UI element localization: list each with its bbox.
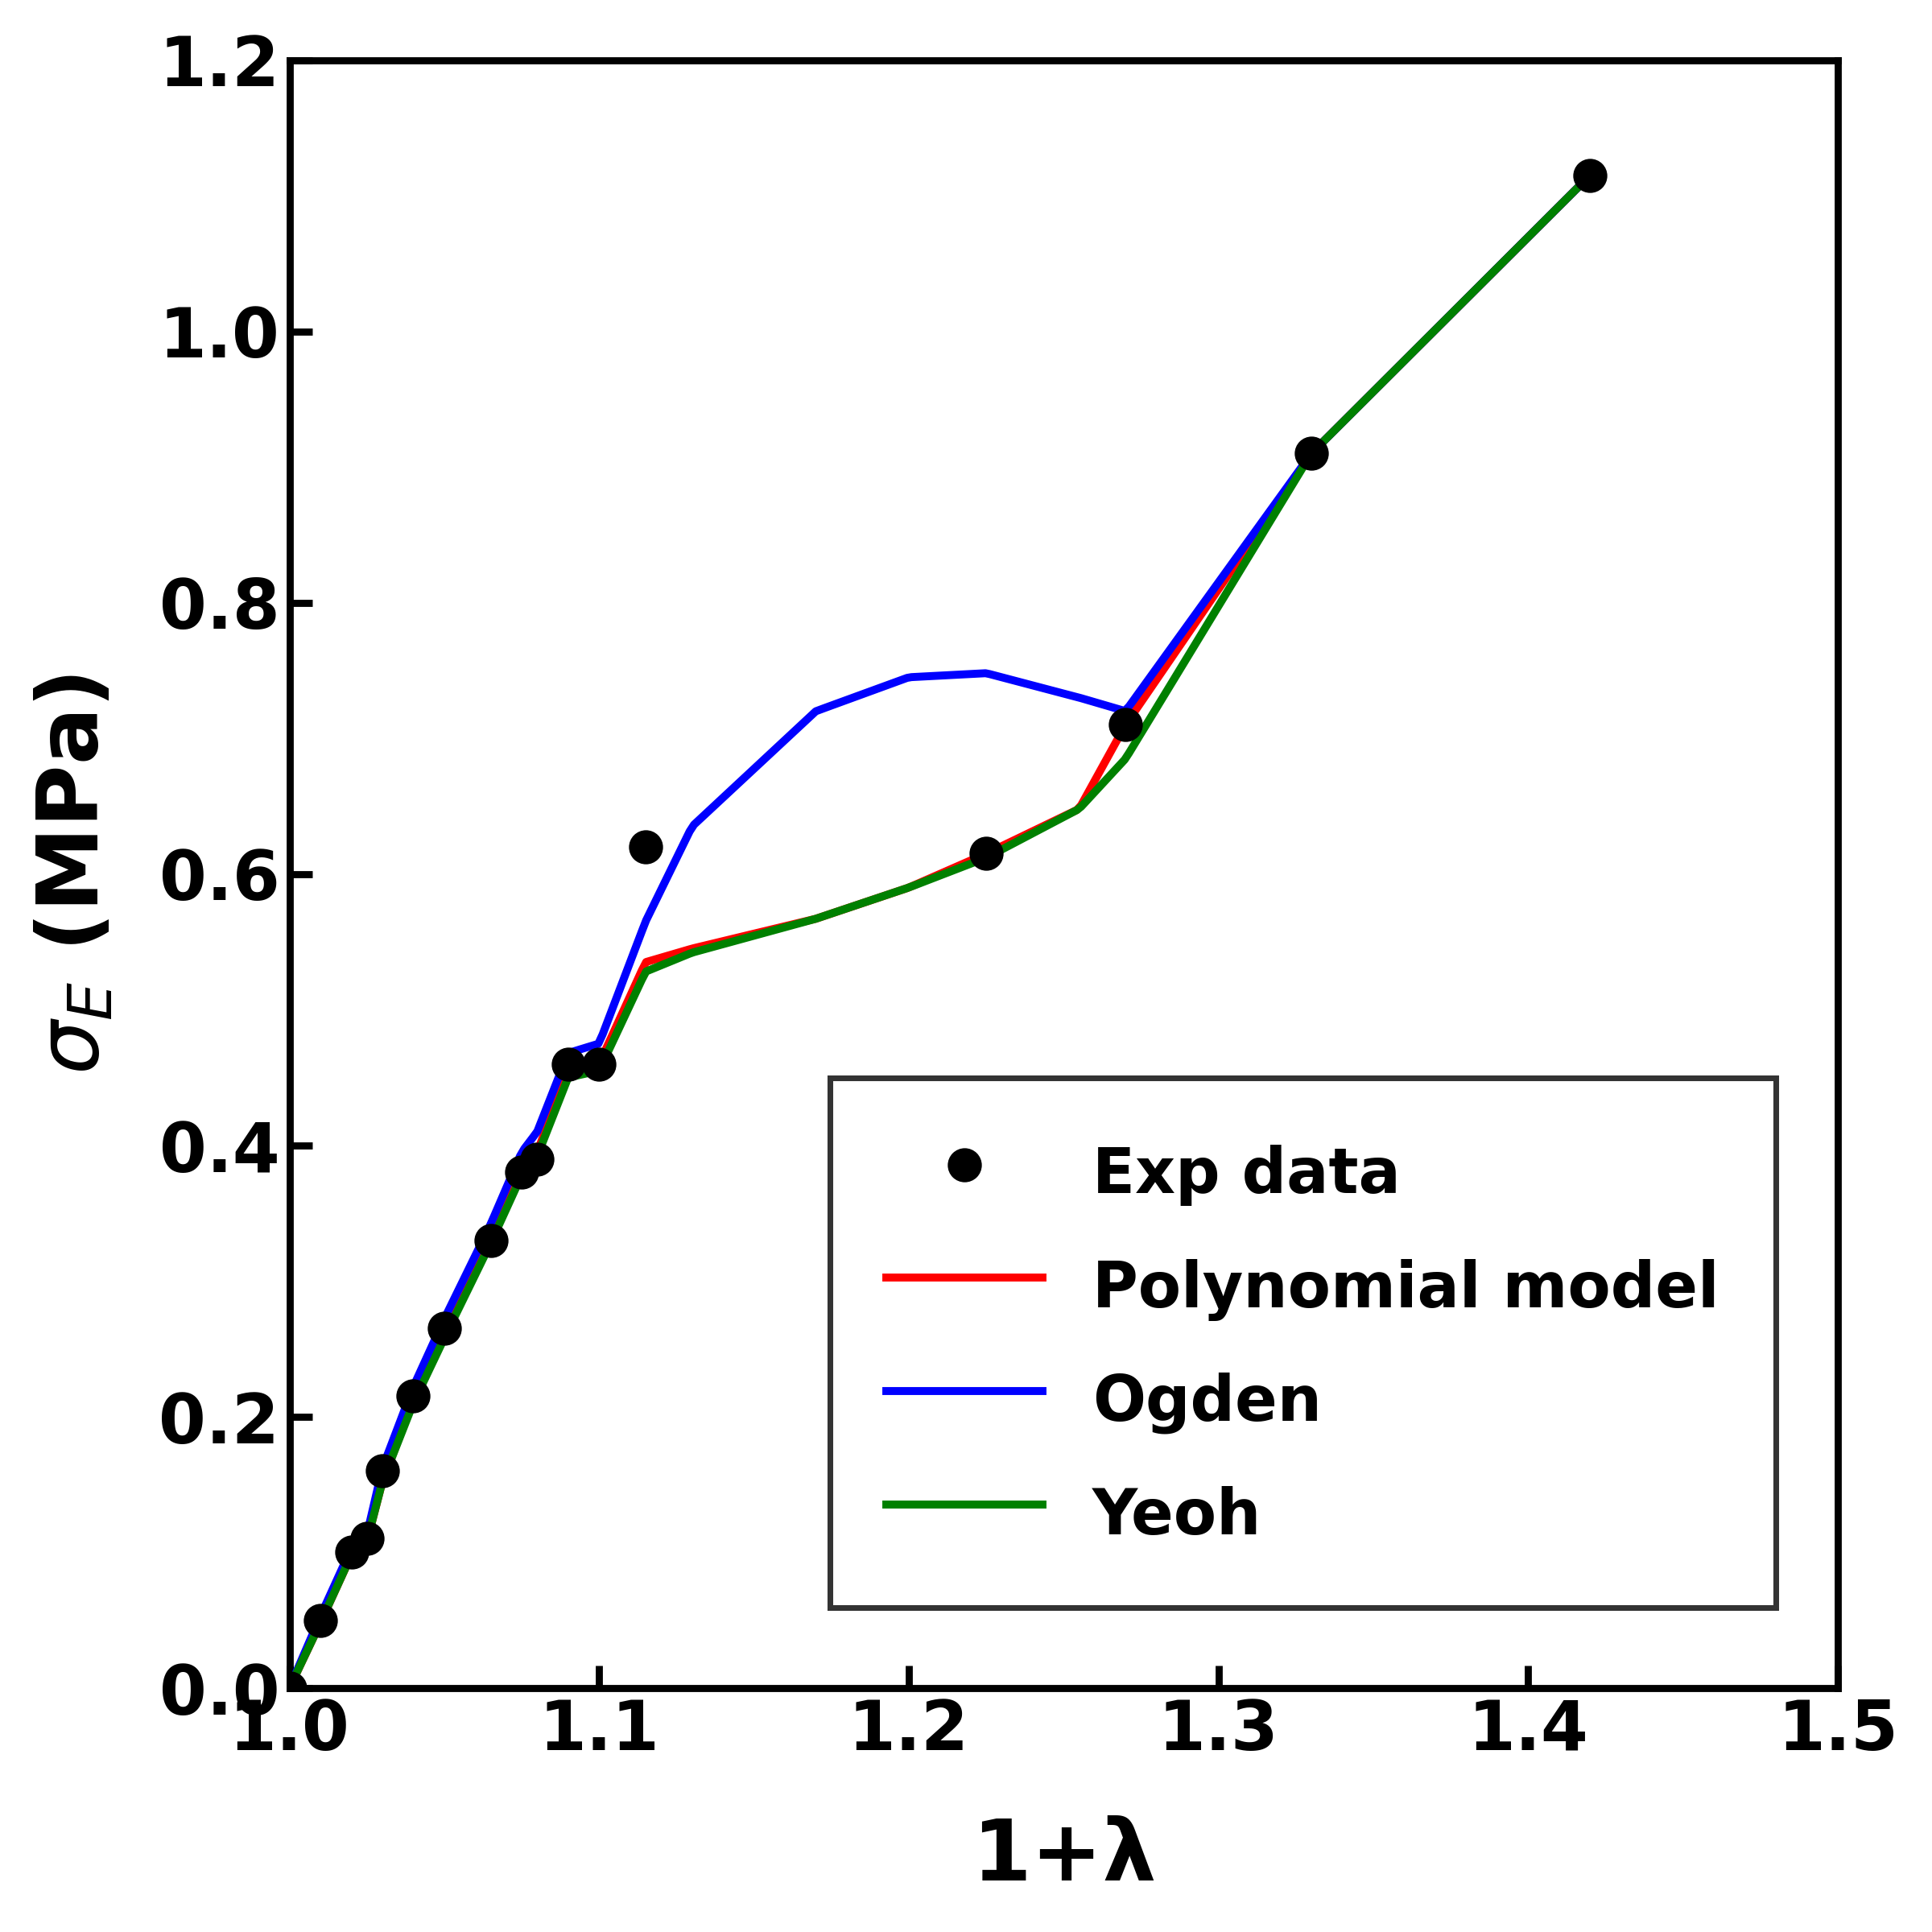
Polynomial model (1374, 367, 1397, 390)
Yeoh (1074, 790, 1097, 813)
Ogden (282, 1665, 305, 1689)
Polynomial model (278, 1677, 301, 1700)
Ogden (1578, 164, 1602, 187)
Exp data (506, 1157, 537, 1188)
Yeoh (1457, 286, 1480, 309)
Polynomial model (1578, 164, 1602, 187)
Exp data (336, 1536, 367, 1567)
Ogden (1074, 688, 1097, 711)
Ogden (1047, 680, 1070, 703)
Polynomial model (1457, 286, 1480, 309)
Exp data (274, 1673, 305, 1704)
Yeoh (282, 1667, 305, 1690)
Line: Ogden: Ogden (290, 176, 1590, 1689)
Yeoh (1578, 164, 1602, 187)
Exp data (1575, 160, 1605, 191)
Exp data (970, 838, 1001, 869)
Yeoh (1047, 808, 1070, 831)
Ogden (1374, 367, 1397, 390)
Exp data (553, 1049, 583, 1080)
Exp data (398, 1381, 429, 1412)
Yeoh (1374, 367, 1397, 390)
Exp data (429, 1314, 460, 1345)
Y-axis label: $\sigma_E$ (MPa): $\sigma_E$ (MPa) (35, 674, 116, 1074)
Yeoh (278, 1677, 301, 1700)
Line: Yeoh: Yeoh (290, 176, 1590, 1689)
Exp data (630, 831, 661, 862)
Legend: Exp data, Polynomial model, Ogden, Yeoh: Exp data, Polynomial model, Ogden, Yeoh (831, 1078, 1776, 1607)
Ogden (278, 1677, 301, 1700)
Polynomial model (282, 1667, 305, 1690)
Polynomial model (1053, 806, 1076, 829)
Exp data (367, 1455, 398, 1486)
Line: Polynomial model: Polynomial model (290, 176, 1590, 1689)
Exp data (1296, 439, 1327, 469)
Polynomial model (1074, 786, 1097, 810)
Yeoh (1053, 806, 1076, 829)
Ogden (1053, 682, 1076, 705)
X-axis label: 1+λ: 1+λ (972, 1816, 1155, 1897)
Exp data (475, 1225, 506, 1256)
Exp data (352, 1522, 383, 1553)
Ogden (1457, 286, 1480, 309)
Exp data (522, 1144, 553, 1175)
Exp data (305, 1605, 336, 1636)
Exp data (583, 1049, 614, 1080)
Exp data (1111, 709, 1142, 740)
Polynomial model (1047, 808, 1070, 831)
